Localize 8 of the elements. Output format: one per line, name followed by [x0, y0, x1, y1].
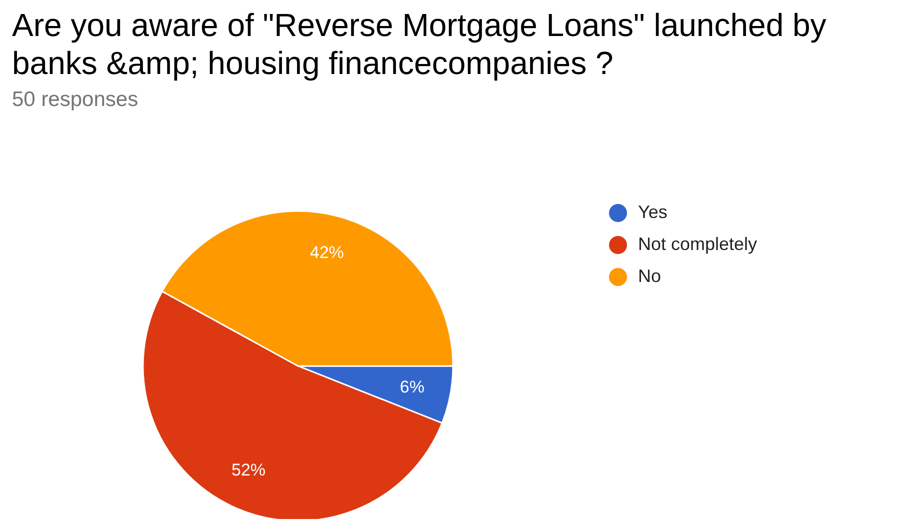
legend-label: No: [638, 266, 662, 286]
chart-subtitle: 50 responses: [12, 88, 138, 111]
legend-label: Yes: [638, 202, 668, 222]
chart-title: Are you aware of "Reverse Mortgage Loans" launched by banks &amp; housing financecompanies ?: [12, 7, 826, 81]
data-label: 6%: [400, 377, 424, 396]
legend-label: Not completely: [638, 234, 758, 254]
data-label: 52%: [231, 460, 266, 480]
data-label: 42%: [310, 242, 344, 262]
